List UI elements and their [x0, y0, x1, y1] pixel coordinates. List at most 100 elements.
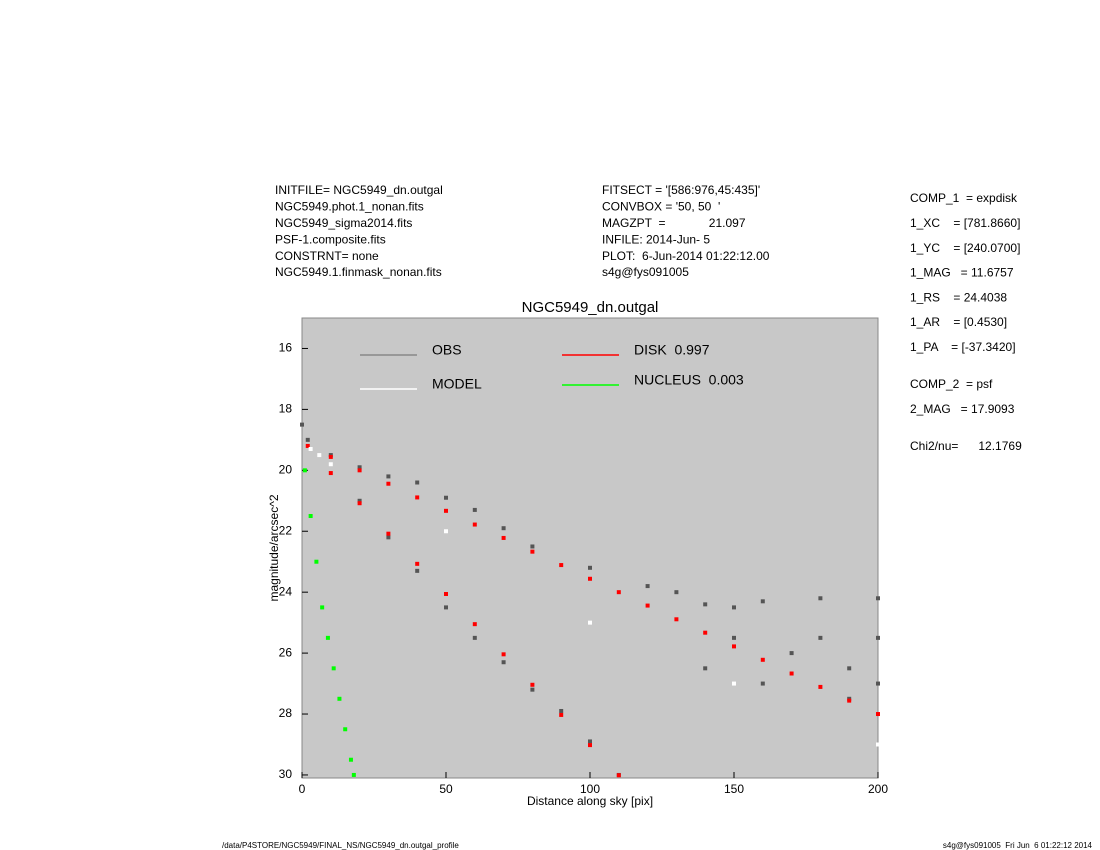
info-line: NGC5949_sigma2014.fits	[275, 216, 412, 230]
data-point	[588, 739, 592, 744]
data-point	[588, 565, 592, 570]
y-tick-label: 28	[279, 706, 293, 720]
data-point	[328, 462, 333, 467]
fit-parameter: Chi2/nu= 12.1769	[910, 439, 1022, 453]
data-point	[308, 446, 313, 451]
x-tick-label: 200	[868, 782, 888, 796]
info-line: PSF-1.composite.fits	[275, 232, 386, 246]
data-point	[588, 620, 592, 625]
data-point	[351, 772, 356, 777]
data-point	[300, 422, 304, 427]
y-tick-label: 30	[279, 767, 293, 781]
x-tick-label: 0	[299, 782, 306, 796]
legend-label: OBS	[432, 342, 462, 358]
data-point	[357, 465, 362, 470]
data-point	[732, 605, 736, 610]
data-point	[501, 660, 506, 665]
legend-label: MODEL	[432, 376, 482, 392]
data-point	[588, 743, 592, 748]
info-line: NGC5949.1.finmask_nonan.fits	[275, 265, 442, 279]
data-point	[588, 576, 592, 581]
y-axis-label: magnitude/arcsec^2	[267, 494, 281, 601]
footer-path: /data/P4STORE/NGC5949/FINAL_NS/NGC5949_d…	[222, 841, 459, 850]
data-point	[357, 498, 362, 503]
data-point	[501, 652, 506, 657]
data-point	[308, 514, 313, 519]
data-point	[472, 522, 477, 527]
info-line: NGC5949.phot.1_nonan.fits	[275, 200, 424, 214]
data-point	[386, 474, 391, 479]
info-line: INITFILE= NGC5949_dn.outgal	[275, 183, 443, 197]
data-point	[616, 773, 621, 778]
data-point	[386, 531, 391, 536]
fit-parameter: COMP_1 = expdisk	[910, 191, 1018, 205]
data-point	[317, 453, 322, 458]
data-point	[472, 635, 477, 640]
data-point	[415, 480, 420, 485]
fit-parameter: 1_RS = 24.4038	[910, 290, 1007, 304]
data-point	[703, 602, 708, 607]
data-point	[444, 592, 448, 596]
data-point	[444, 508, 448, 513]
data-point	[501, 535, 506, 540]
fit-parameter: 1_PA = [-37.3420]	[910, 340, 1016, 354]
data-point	[674, 590, 679, 595]
data-point	[305, 443, 310, 448]
data-point	[302, 468, 307, 473]
info-line: MAGZPT = 21.097	[602, 216, 746, 230]
data-point	[415, 561, 420, 566]
data-point	[501, 526, 506, 531]
data-point	[760, 599, 765, 604]
x-tick-label: 100	[580, 782, 600, 796]
data-point	[732, 681, 736, 686]
data-point	[645, 584, 650, 589]
info-line: PLOT: 6-Jun-2014 01:22:12.00	[602, 249, 770, 263]
data-point	[444, 605, 448, 610]
data-point	[789, 651, 794, 656]
data-point	[559, 708, 564, 713]
data-point	[348, 757, 353, 762]
data-point	[703, 630, 708, 635]
data-point	[876, 712, 880, 717]
data-point	[343, 727, 348, 732]
info-line: s4g@fys091005	[602, 265, 689, 279]
data-point	[530, 544, 535, 549]
data-point	[559, 563, 564, 568]
y-tick-label: 20	[279, 462, 293, 476]
data-point	[876, 742, 880, 747]
data-point	[530, 682, 535, 687]
legend-label: DISK 0.997	[634, 342, 710, 358]
y-tick-label: 16	[279, 341, 293, 355]
info-line: CONVBOX = '50, 50 '	[602, 200, 720, 214]
data-point	[818, 596, 823, 601]
info-line: CONSTRNT= none	[275, 249, 379, 263]
data-point	[415, 568, 420, 573]
data-point	[876, 596, 880, 601]
data-point	[616, 590, 621, 595]
data-point	[847, 698, 852, 703]
fit-parameter: COMP_2 = psf	[910, 377, 993, 391]
data-point	[386, 535, 391, 540]
data-point	[325, 635, 330, 640]
data-point	[444, 495, 448, 500]
y-tick-label: 26	[279, 645, 293, 659]
data-point	[415, 495, 420, 500]
data-point	[331, 666, 336, 671]
data-point	[818, 635, 823, 640]
data-point	[444, 529, 448, 534]
data-point	[732, 635, 736, 640]
data-point	[876, 635, 880, 640]
plot-area	[301, 317, 879, 779]
y-tick-label: 24	[279, 584, 293, 598]
data-point	[314, 559, 319, 564]
data-point	[337, 696, 342, 701]
data-point	[847, 666, 852, 671]
legend-label: NUCLEUS 0.003	[634, 372, 744, 388]
fit-parameter: 1_XC = [781.8660]	[910, 216, 1020, 230]
info-line: FITSECT = '[586:976,45:435]'	[602, 183, 760, 197]
data-point	[876, 681, 880, 686]
data-point	[328, 471, 333, 476]
data-point	[472, 622, 477, 627]
data-point	[760, 657, 765, 662]
